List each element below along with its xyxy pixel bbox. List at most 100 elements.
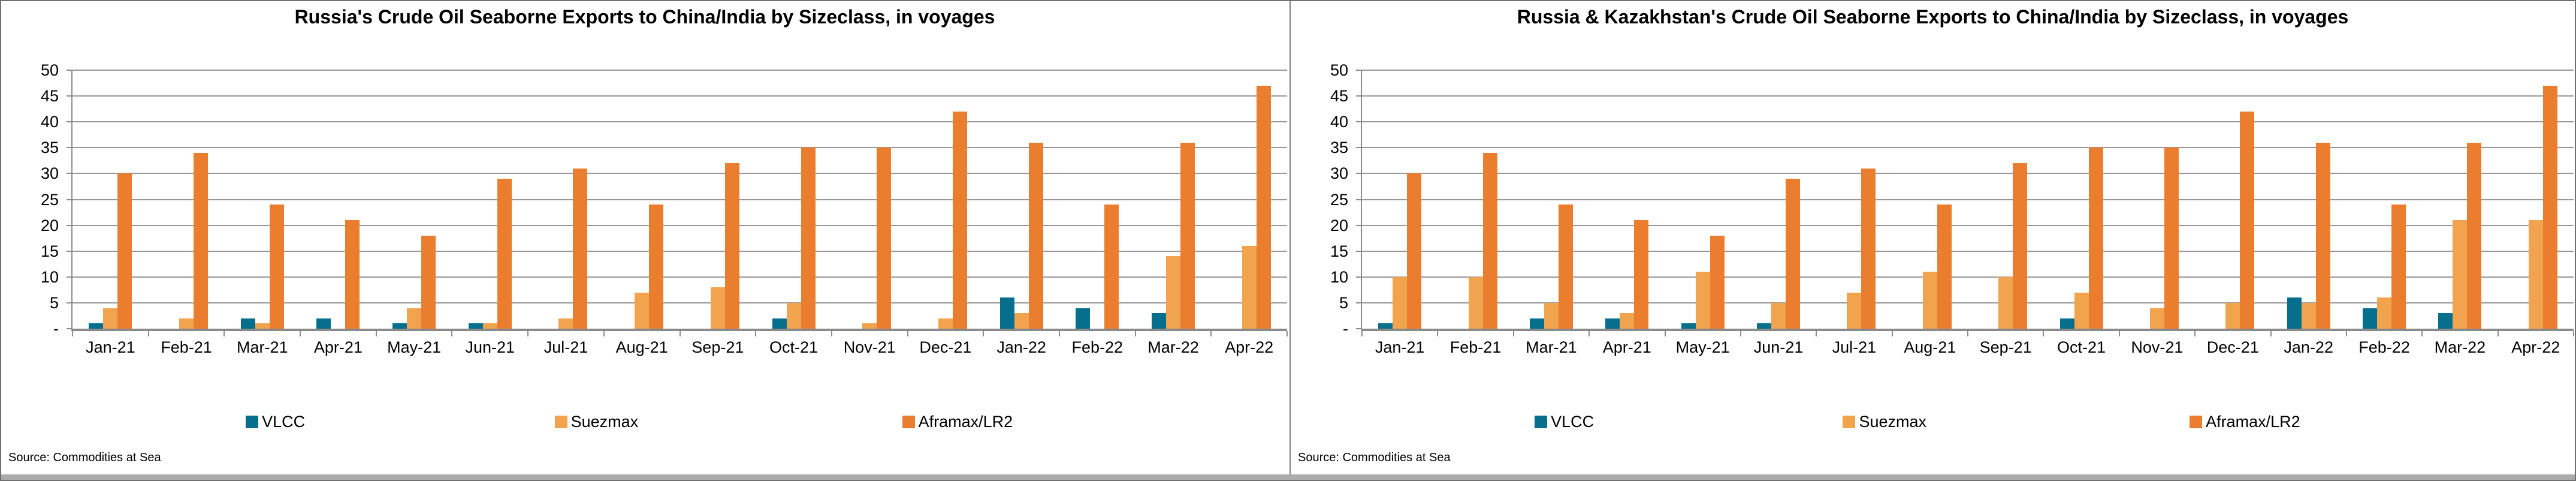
legend-label: Aframax/LR2 [918, 413, 1013, 431]
bar-vlcc [1757, 323, 1772, 329]
gridline [73, 147, 1287, 149]
bar-aframax-lr2 [1861, 169, 1876, 329]
x-axis-label: Jan-22 [996, 338, 1046, 356]
bar-aframax-lr2 [2391, 205, 2406, 329]
category-group [1059, 70, 1136, 329]
bar-suezmax [862, 323, 877, 329]
y-axis-label: 45 [40, 87, 59, 106]
bar-suezmax [2453, 220, 2468, 329]
gridline [73, 250, 1287, 252]
bar-suezmax [2377, 297, 2392, 329]
x-axis-tick [2498, 331, 2499, 336]
x-axis-labels: Jan-21 Feb-21 Mar-21 Apr-21 May-21 Jun-21 Jul-… [73, 338, 1287, 357]
bar-suezmax [2149, 308, 2164, 329]
category-group [1438, 70, 1513, 329]
x-axis-label: Aug-21 [615, 338, 668, 356]
gridline [1362, 276, 2574, 278]
x-axis-tick [2573, 331, 2574, 336]
y-axis-tick [67, 276, 72, 278]
bar-aframax-lr2 [1786, 179, 1801, 329]
bar-suezmax [1998, 277, 2013, 329]
bar-suezmax [1695, 272, 1710, 329]
bar-suezmax [482, 323, 497, 329]
x-axis-tick [2043, 331, 2044, 336]
x-axis-tick [1135, 331, 1136, 336]
bar-suezmax [1847, 293, 1862, 329]
y-axis-label: 35 [1330, 139, 1348, 157]
bar-aframax-lr2 [2467, 143, 2482, 329]
bar-suezmax [179, 318, 194, 329]
x-axis-label: Feb-21 [161, 338, 212, 356]
source-note: Source: Commodities at Sea [1298, 451, 1451, 464]
x-axis-label: Oct-21 [2057, 338, 2106, 356]
category-group [1514, 70, 1589, 329]
x-axis-tick [1437, 331, 1438, 336]
bar-vlcc [468, 323, 483, 329]
legend-label: VLCC [262, 413, 306, 431]
y-axis-label: 25 [1330, 190, 1348, 209]
window-bottom-edge [1, 474, 2575, 480]
x-axis-label: Jun-21 [1753, 338, 1804, 356]
bar-aframax-lr2 [1634, 220, 1649, 329]
bar-suezmax [2225, 303, 2240, 329]
x-axis-tick [1967, 331, 1968, 336]
y-axis-label: 5 [1339, 293, 1348, 312]
gridline [1362, 121, 2574, 123]
category-group [1892, 70, 1968, 329]
gridline [73, 276, 1287, 278]
category-group [2119, 70, 2195, 329]
bar-suezmax [1771, 303, 1786, 329]
gridline [1362, 224, 2574, 226]
bar-vlcc [1681, 323, 1696, 329]
bar-aframax-lr2 [2088, 148, 2103, 329]
y-axis-tick [1356, 121, 1361, 123]
bar-vlcc [1076, 308, 1091, 329]
legend-swatch [2190, 416, 2203, 428]
plot-area [71, 70, 1287, 331]
chart-title: Russia's Crude Oil Seaborne Exports to C… [294, 6, 995, 28]
bar-suezmax [407, 308, 422, 329]
bar-suezmax [1544, 303, 1559, 329]
bar-aframax-lr2 [117, 173, 132, 329]
bar-vlcc [240, 318, 255, 329]
gridline [73, 224, 1287, 226]
x-axis-label: Aug-21 [1904, 338, 1956, 356]
y-axis-label: 50 [40, 61, 59, 79]
x-axis-label: May-21 [1675, 338, 1730, 356]
gridline [1362, 250, 2574, 252]
x-axis-tick [2346, 331, 2347, 336]
legend-swatch [1535, 416, 1548, 428]
gridline [73, 302, 1287, 303]
x-axis-label: Dec-21 [2206, 338, 2259, 356]
y-axis-tick [1356, 224, 1361, 226]
y-axis-label: 15 [1330, 242, 1348, 260]
bar-suezmax [786, 303, 801, 329]
x-axis-tick [527, 331, 529, 336]
gridline [73, 199, 1287, 200]
y-axis-tick [1356, 276, 1361, 278]
x-axis-tick [1740, 331, 1741, 336]
y-axis-tick [1356, 70, 1361, 71]
x-axis-label: Mar-22 [2434, 338, 2486, 356]
bar-suezmax [1393, 277, 1408, 329]
bar-aframax-lr2 [1104, 205, 1119, 329]
bar-suezmax [635, 293, 650, 329]
gridline [1362, 95, 2574, 97]
category-group [149, 70, 225, 329]
bar-aframax-lr2 [1710, 236, 1725, 329]
x-axis-label: Jan-22 [2284, 338, 2333, 356]
legend-item-aframax-lr2: Aframax/LR2 [902, 413, 1013, 431]
chart-panel-russia: Russia's Crude Oil Seaborne Exports to C… [1, 1, 1288, 474]
chart-legend: VLCC Suezmax Aframax/LR2 [1, 413, 1288, 433]
legend-item-suezmax: Suezmax [554, 413, 638, 431]
bar-aframax-lr2 [1180, 143, 1195, 329]
bar-aframax-lr2 [952, 112, 967, 329]
y-axis-tick [67, 302, 72, 303]
bar-vlcc [2363, 308, 2378, 329]
bar-aframax-lr2 [649, 205, 664, 329]
x-axis-label: Jan-21 [1375, 338, 1425, 356]
y-axis-label: 5 [49, 293, 59, 312]
category-group [756, 70, 832, 329]
x-axis-label: Apr-21 [313, 338, 363, 356]
legend-swatch [1843, 416, 1856, 428]
